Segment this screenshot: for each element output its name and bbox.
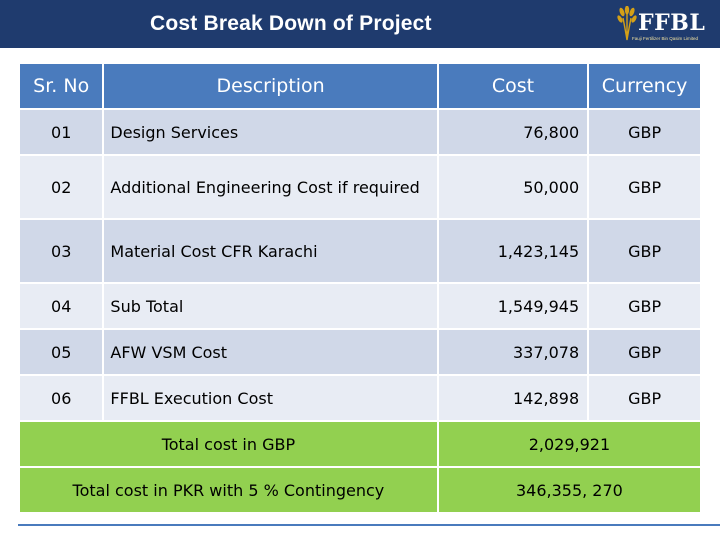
currency-cell: GBP	[589, 330, 700, 374]
logo-wordmark: FFBL	[638, 10, 706, 36]
sr-no-cell: 04	[20, 284, 103, 328]
cost-cell: 142,898	[438, 376, 588, 420]
table-row: 03 Material Cost CFR Karachi 1,423,145 G…	[20, 220, 700, 282]
cost-cell: 1,549,945	[438, 284, 588, 328]
currency-cell: GBP	[589, 110, 700, 154]
total-gbp-value: 2,029,921	[438, 422, 700, 466]
column-header-sr-no: Sr. No	[20, 64, 103, 108]
currency-cell: GBP	[589, 156, 700, 218]
sr-no-cell: 05	[20, 330, 103, 374]
footer-divider	[0, 524, 720, 540]
table-row: 01 Design Services 76,800 GBP	[20, 110, 700, 154]
logo-tagline: Fauji Fertilizer Bin Qasim Limited	[632, 36, 699, 41]
cost-breakdown-table: Sr. No Description Cost Currency 01 Desi…	[18, 62, 702, 514]
currency-cell: GBP	[589, 376, 700, 420]
sr-no-cell: 06	[20, 376, 103, 420]
sr-no-cell: 01	[20, 110, 103, 154]
table-row: 06 FFBL Execution Cost 142,898 GBP	[20, 376, 700, 420]
cost-cell: 1,423,145	[438, 220, 588, 282]
wheat-sheaf-icon	[617, 6, 637, 41]
page-title: Cost Break Down of Project	[150, 12, 432, 35]
title-bar: Cost Break Down of Project FFBL Fauji Fe…	[0, 0, 720, 48]
column-header-description: Description	[104, 64, 437, 108]
total-gbp-label: Total cost in GBP	[20, 422, 437, 466]
table-row: 02 Additional Engineering Cost if requir…	[20, 156, 700, 218]
cost-cell: 337,078	[438, 330, 588, 374]
total-pkr-label: Total cost in PKR with 5 % Contingency	[20, 468, 437, 512]
description-cell: AFW VSM Cost	[104, 330, 437, 374]
description-cell: FFBL Execution Cost	[104, 376, 437, 420]
sr-no-cell: 03	[20, 220, 103, 282]
description-cell: Design Services	[104, 110, 437, 154]
company-logo: FFBL Fauji Fertilizer Bin Qasim Limited	[610, 2, 714, 46]
table-header-row: Sr. No Description Cost Currency	[20, 64, 700, 108]
cost-cell: 76,800	[438, 110, 588, 154]
description-cell: Sub Total	[104, 284, 437, 328]
total-pkr-row: Total cost in PKR with 5 % Contingency 3…	[20, 468, 700, 512]
total-pkr-value: 346,355, 270	[438, 468, 700, 512]
table-row: 04 Sub Total 1,549,945 GBP	[20, 284, 700, 328]
description-cell: Material Cost CFR Karachi	[104, 220, 437, 282]
currency-cell: GBP	[589, 220, 700, 282]
description-cell: Additional Engineering Cost if required	[104, 156, 437, 218]
cost-cell: 50,000	[438, 156, 588, 218]
currency-cell: GBP	[589, 284, 700, 328]
sr-no-cell: 02	[20, 156, 103, 218]
total-gbp-row: Total cost in GBP 2,029,921	[20, 422, 700, 466]
table-row: 05 AFW VSM Cost 337,078 GBP	[20, 330, 700, 374]
column-header-cost: Cost	[438, 64, 588, 108]
column-header-currency: Currency	[589, 64, 700, 108]
